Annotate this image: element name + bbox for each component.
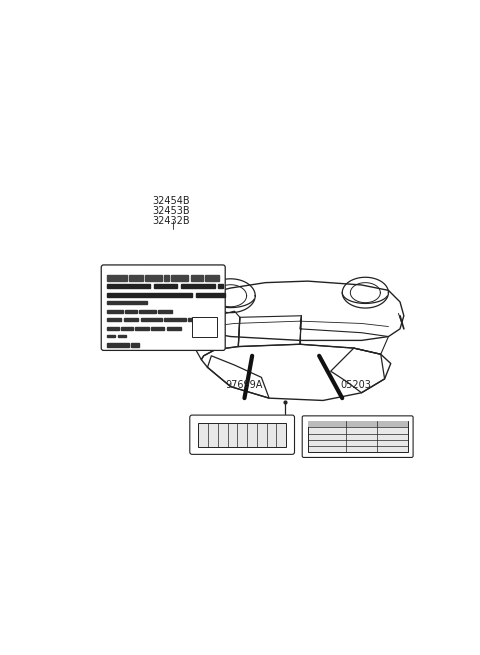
Bar	[118, 335, 126, 337]
Text: 97699A: 97699A	[226, 381, 263, 390]
Bar	[191, 275, 203, 281]
Bar	[205, 275, 219, 281]
Bar	[121, 327, 133, 329]
Bar	[164, 275, 169, 281]
Bar	[154, 284, 177, 288]
Bar	[108, 275, 127, 281]
Bar	[139, 310, 156, 312]
Bar	[145, 275, 162, 281]
Text: 05203: 05203	[340, 381, 371, 390]
Bar	[141, 318, 162, 321]
FancyBboxPatch shape	[101, 265, 225, 350]
Bar	[108, 327, 119, 329]
Bar	[308, 421, 408, 452]
Text: 32453B: 32453B	[152, 206, 190, 215]
Bar	[129, 275, 143, 281]
Bar	[108, 301, 147, 304]
Bar	[308, 421, 408, 428]
Bar	[108, 284, 150, 288]
Bar	[196, 293, 225, 297]
Bar	[151, 327, 164, 329]
Bar	[192, 317, 217, 337]
Bar	[124, 318, 138, 321]
Bar	[108, 343, 129, 346]
Text: 32432B: 32432B	[152, 215, 190, 226]
Bar	[188, 318, 205, 321]
FancyBboxPatch shape	[190, 415, 295, 455]
Bar	[164, 318, 186, 321]
Bar	[198, 422, 286, 447]
Bar	[108, 335, 115, 337]
Bar	[108, 293, 192, 297]
Text: 32454B: 32454B	[152, 196, 190, 206]
Bar	[158, 310, 172, 312]
Bar	[167, 327, 180, 329]
FancyBboxPatch shape	[302, 416, 413, 457]
Bar	[171, 275, 188, 281]
Bar	[125, 310, 137, 312]
Bar	[131, 343, 139, 346]
Bar	[180, 284, 215, 288]
Bar	[108, 318, 121, 321]
Bar	[108, 310, 123, 312]
Bar	[217, 284, 223, 288]
Bar	[135, 327, 149, 329]
